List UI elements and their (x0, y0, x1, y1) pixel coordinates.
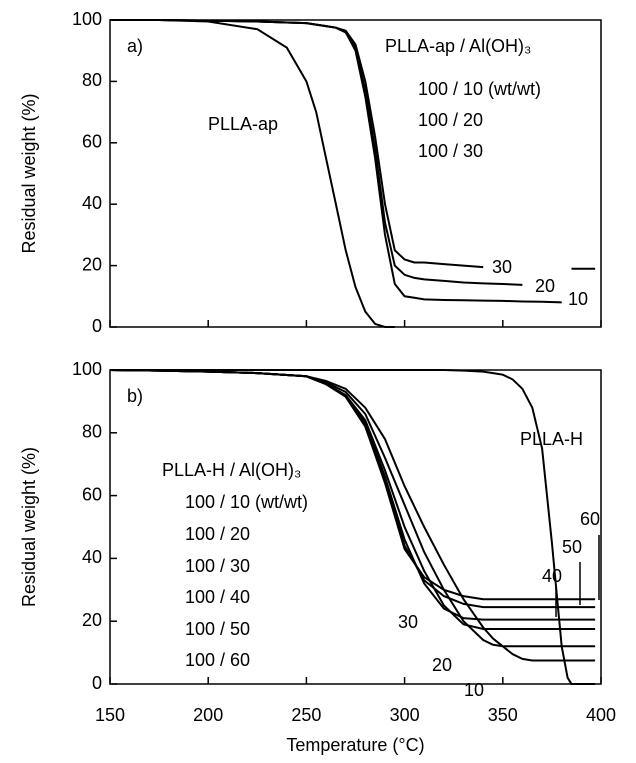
annotation: 100 / 60 (185, 650, 250, 670)
annotation: 100 / 20 (185, 524, 250, 544)
series-label: 20 (432, 655, 452, 675)
x-tick-label: 400 (586, 705, 616, 725)
annotation: 100 / 30 (185, 556, 250, 576)
x-tick-label: 250 (291, 705, 321, 725)
y-tick-label: 100 (72, 359, 102, 379)
y-tick-label: 60 (82, 484, 102, 504)
panel-label: a) (127, 36, 143, 56)
annotation: 100 / 50 (185, 619, 250, 639)
panel-label: b) (127, 386, 143, 406)
series-label: PLLA-H (520, 429, 583, 449)
y-tick-label: 20 (82, 254, 102, 274)
series-label: 50 (562, 537, 582, 557)
x-tick-label: 150 (95, 705, 125, 725)
data-line (110, 19, 395, 328)
annotation: 100 / 40 (185, 587, 250, 607)
x-axis-title: Temperature (°C) (286, 735, 424, 755)
data-line (110, 369, 596, 685)
y-tick-label: 60 (82, 132, 102, 152)
series-label: 10 (568, 289, 588, 309)
y-tick-label: 40 (82, 193, 102, 213)
series-label: PLLA-ap (208, 114, 278, 134)
y-tick-label: 40 (82, 547, 102, 567)
y-axis-title: Residual weight (%) (19, 93, 39, 253)
annotation: 100 / 10 (wt/wt) (185, 492, 308, 512)
y-tick-label: 100 (72, 9, 102, 29)
x-tick-label: 300 (390, 705, 420, 725)
y-tick-label: 80 (82, 422, 102, 442)
y-tick-label: 0 (92, 316, 102, 336)
plot-frame (109, 369, 602, 685)
series-label: 40 (542, 566, 562, 586)
data-line (110, 19, 596, 270)
series-label: 30 (398, 612, 418, 632)
annotation: 100 / 10 (wt/wt) (418, 79, 541, 99)
annotation: PLLA-ap / Al(OH)₃ (385, 36, 531, 56)
data-line (109, 369, 596, 662)
x-tick-label: 200 (193, 705, 223, 725)
annotation: 100 / 20 (418, 110, 483, 130)
plot-frame (109, 19, 602, 328)
data-line (109, 369, 596, 648)
x-tick-label: 350 (488, 705, 518, 725)
series-label: 60 (580, 509, 600, 529)
series-label: 20 (535, 276, 555, 296)
series-label: 10 (464, 680, 484, 700)
y-tick-label: 20 (82, 610, 102, 630)
annotation: 100 / 30 (418, 141, 483, 161)
annotation: PLLA-H / Al(OH)₃ (162, 460, 301, 480)
series-label: 30 (492, 257, 512, 277)
y-tick-label: 80 (82, 70, 102, 90)
y-axis-title: Residual weight (%) (19, 447, 39, 607)
data-line (109, 369, 596, 601)
y-tick-label: 0 (92, 673, 102, 693)
